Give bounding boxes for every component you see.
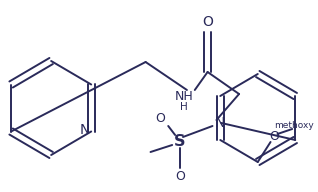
Text: methoxy: methoxy xyxy=(274,121,314,129)
Text: N: N xyxy=(79,122,89,137)
Text: NH: NH xyxy=(175,90,193,103)
Text: O: O xyxy=(175,170,185,183)
Text: O: O xyxy=(202,15,213,29)
Text: S: S xyxy=(174,135,186,150)
Text: O: O xyxy=(156,112,165,124)
Text: N: N xyxy=(214,116,225,130)
Text: H: H xyxy=(180,102,188,112)
Text: O: O xyxy=(270,131,280,143)
